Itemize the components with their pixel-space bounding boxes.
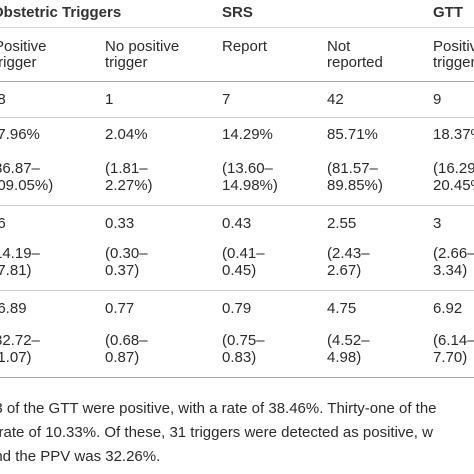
row-divider — [0, 290, 474, 291]
paragraph-line: a rate of 10.33%. Of these, 31 triggers … — [0, 424, 433, 441]
table-cell: 36.89 — [0, 300, 27, 317]
subheader-positive-trigger: Positive trigger — [0, 38, 47, 71]
header-srs: SRS — [222, 4, 253, 21]
header-divider — [0, 27, 474, 28]
subheader-divider — [0, 81, 474, 82]
table-cell: 2.04% — [105, 126, 148, 143]
table-cell: (4.52– 4.98) — [327, 332, 370, 366]
table-bottom-rule — [0, 377, 474, 378]
paragraph-line: and the PPV was 32.26%. — [0, 448, 161, 465]
table-cell: 14.29% — [222, 126, 273, 143]
table-cell: (6.14– 7.70) — [433, 332, 474, 366]
header-gtt: GTT — [433, 4, 463, 21]
paragraph-line: 13 of the GTT were positive, with a rate… — [0, 400, 437, 417]
subheader-not-reported: Not reported — [327, 38, 383, 71]
table-cell: 0.79 — [222, 300, 252, 317]
table-cell: 0.33 — [105, 215, 135, 232]
table-cell: 97.96% — [0, 126, 40, 143]
table-cell: (0.41– 0.45) — [222, 245, 265, 279]
table-cell: (0.75– 0.83) — [222, 332, 265, 366]
table-cell: 85.71% — [327, 126, 378, 143]
table-cell: (2.43– 2.67) — [327, 245, 370, 279]
table-cell: 9 — [433, 91, 442, 108]
subheader-report: Report — [222, 38, 268, 55]
table-cell: (13.60– 14.98%) — [222, 160, 278, 194]
table-cell: 0.77 — [105, 300, 135, 317]
table-cell: (0.30– 0.37) — [105, 245, 148, 279]
table-cell: (14.19– 17.81) — [0, 245, 40, 279]
table-cell: (86.87– 109.05%) — [0, 160, 54, 194]
table-cell: 7 — [222, 91, 231, 108]
header-obstetric-triggers: Obstetric Triggers — [0, 4, 122, 21]
table-cell: 18.37% — [433, 126, 474, 143]
table-cell: (2.66– 3.34) — [433, 245, 474, 279]
table-cell: 1 — [105, 91, 114, 108]
subheader-gtt-positive-trigger: Positive trigger — [433, 38, 474, 71]
table-cell: 4.75 — [327, 300, 357, 317]
table-cell: (81.57– 89.85%) — [327, 160, 383, 194]
row-divider — [0, 117, 474, 118]
table-cell: (0.68– 0.87) — [105, 332, 148, 366]
table-cell: (1.81– 2.27%) — [105, 160, 153, 194]
subheader-no-positive-trigger: No positive trigger — [105, 38, 180, 71]
table-cell: 16 — [0, 215, 6, 232]
table-cell: 6.92 — [433, 300, 463, 317]
table-cell: 3 — [433, 215, 442, 232]
row-divider — [0, 205, 474, 206]
table-cell: 0.43 — [222, 215, 252, 232]
table-cell: (32.72– 41.07) — [0, 332, 40, 366]
table-cell: (16.29– 20.45%) — [433, 160, 474, 194]
table-cell: 2.55 — [327, 215, 357, 232]
table-cell: 48 — [0, 91, 6, 108]
table-cell: 42 — [327, 91, 344, 108]
